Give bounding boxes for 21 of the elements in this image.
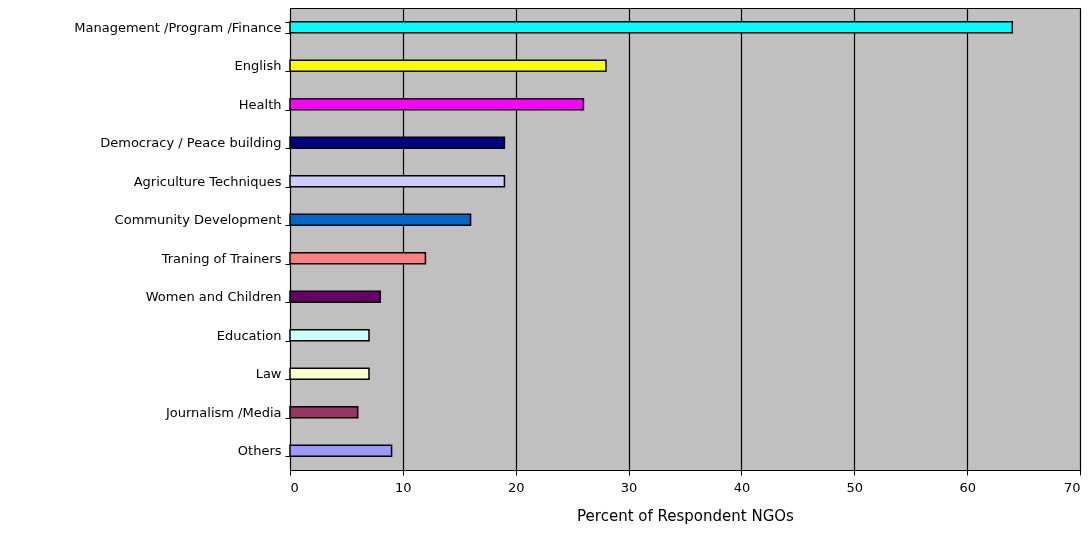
y-tick-label: Health — [238, 96, 282, 112]
x-tick-label: 20 — [507, 479, 525, 495]
y-tick-label: Women and Children — [145, 289, 282, 305]
y-tick-label: Journalism /Media — [164, 404, 282, 420]
x-axis-title: Percent of Respondent NGOs — [577, 506, 795, 525]
y-tick-label: Democracy / Peace building — [100, 135, 282, 151]
x-tick-label: 60 — [959, 479, 976, 495]
y-tick-label: Law — [255, 366, 282, 382]
x-tick-label: 70 — [1063, 479, 1081, 495]
x-tick-label: 50 — [846, 479, 864, 495]
x-tick-label: 30 — [620, 479, 638, 495]
y-tick-label: Community Development — [114, 212, 282, 228]
y-tick-label: Agriculture Techniques — [133, 173, 282, 189]
x-tick-label: 10 — [395, 479, 412, 495]
y-tick-label: Education — [216, 327, 282, 343]
y-tick-label: Others — [237, 443, 282, 459]
y-tick-label: Management /Program /Finance — [74, 19, 282, 35]
y-tick-label: Traning of Trainers — [160, 250, 282, 266]
x-tick-label: 0 — [290, 479, 299, 495]
y-tick-label: English — [234, 58, 282, 74]
x-tick-label: 40 — [733, 479, 751, 495]
